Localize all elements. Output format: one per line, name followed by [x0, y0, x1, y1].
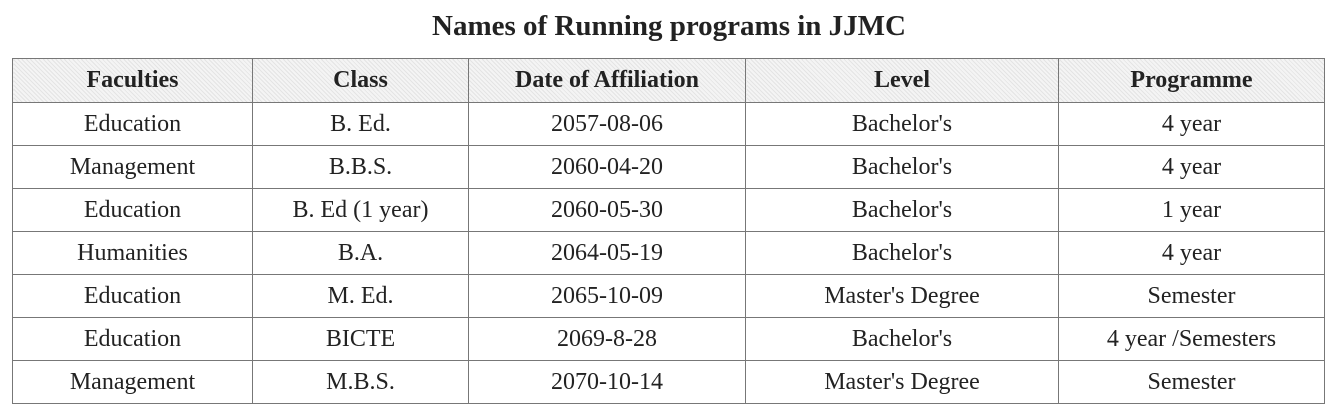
table-cell: B.B.S.: [252, 145, 469, 189]
table-cell: Bachelor's: [745, 188, 1059, 232]
table-cell: Education: [12, 274, 253, 318]
table-cell: 2065-10-09: [468, 274, 746, 318]
column-header: Programme: [1058, 58, 1325, 103]
column-header: Date of Affiliation: [468, 58, 746, 103]
table-cell: BICTE: [252, 317, 469, 361]
table-cell: M.B.S.: [252, 360, 469, 404]
table-cell: 2064-05-19: [468, 231, 746, 275]
table-row: Education B. Ed (1 year) 2060-05-30 Bachelo…: [12, 188, 1325, 232]
table-cell: 4 year: [1058, 102, 1325, 146]
table-cell: Management: [12, 145, 253, 189]
table-row: Humanities B.A. 2064-05-19 Bachelor's 4 year: [12, 231, 1325, 275]
table-cell: B.A.: [252, 231, 469, 275]
table-row: Management M.B.S. 2070-10-14 Master's Degre…: [12, 360, 1325, 404]
table-cell: 4 year: [1058, 145, 1325, 189]
table-cell: 2069-8-28: [468, 317, 746, 361]
table-row: Education BICTE 2069-8-28 Bachelor's 4 year …: [12, 317, 1325, 361]
table-row: Management B.B.S. 2060-04-20 Bachelor's 4 ye…: [12, 145, 1325, 189]
column-header: Faculties: [12, 58, 253, 103]
table-cell: 2060-04-20: [468, 145, 746, 189]
table-body: Education B. Ed. 2057-08-06 Bachelor's 4 yea…: [12, 102, 1325, 404]
column-header: Class: [252, 58, 469, 103]
table-cell: Semester: [1058, 360, 1325, 404]
table-cell: Education: [12, 188, 253, 232]
table-cell: 2070-10-14: [468, 360, 746, 404]
table-cell: Bachelor's: [745, 102, 1059, 146]
table-cell: Bachelor's: [745, 231, 1059, 275]
table-cell: 2060-05-30: [468, 188, 746, 232]
table-cell: 2057-08-06: [468, 102, 746, 146]
table-row: Education B. Ed. 2057-08-06 Bachelor's 4 yea…: [12, 102, 1325, 146]
table-cell: Humanities: [12, 231, 253, 275]
table-cell: Bachelor's: [745, 317, 1059, 361]
table-cell: B. Ed.: [252, 102, 469, 146]
table-cell: Management: [12, 360, 253, 404]
table-cell: B. Ed (1 year): [252, 188, 469, 232]
table-cell: Bachelor's: [745, 145, 1059, 189]
table-cell: Semester: [1058, 274, 1325, 318]
header-row: Faculties Class Date of Affiliation Level Pr…: [12, 58, 1325, 103]
table-cell: 4 year /Semesters: [1058, 317, 1325, 361]
column-header: Level: [745, 58, 1059, 103]
table-cell: 1 year: [1058, 188, 1325, 232]
table-cell: Education: [12, 317, 253, 361]
table-cell: Master's Degree: [745, 360, 1059, 404]
table-cell: 4 year: [1058, 231, 1325, 275]
table-cell: Master's Degree: [745, 274, 1059, 318]
table-cell: Education: [12, 102, 253, 146]
table-row: Education M. Ed. 2065-10-09 Master's Degree…: [12, 274, 1325, 318]
programs-table: Faculties Class Date of Affiliation Level Pr…: [12, 58, 1325, 404]
table-cell: M. Ed.: [252, 274, 469, 318]
title: Names of Running programs in JJMC: [432, 10, 906, 42]
